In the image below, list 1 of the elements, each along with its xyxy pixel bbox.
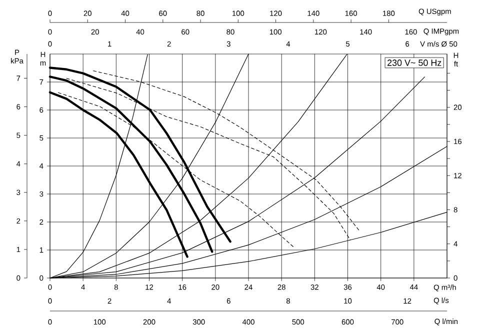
- annotation: 230 V~ 50 Hz: [388, 60, 442, 66]
